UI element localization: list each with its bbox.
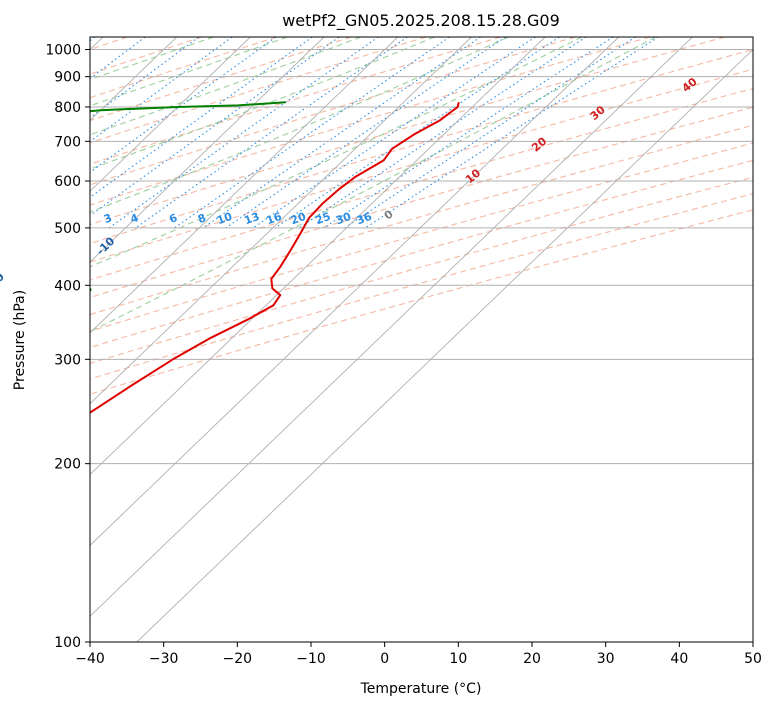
y-tick-label: 800 — [54, 100, 81, 116]
dry-adiabat-line — [90, 49, 753, 245]
y-axis-title: Pressure (hPa) — [12, 290, 28, 390]
y-tick-label: 100 — [54, 635, 81, 651]
dry-adiabat-line — [90, 124, 753, 316]
profile-lines — [90, 101, 460, 414]
isotherm-line — [90, 37, 693, 617]
y-tick-label: 700 — [54, 134, 81, 150]
plot-frame — [89, 36, 754, 643]
dry-adiabat-line — [90, 159, 753, 349]
x-tick-label: 10 — [449, 651, 467, 667]
y-tick-label: 400 — [54, 278, 81, 294]
x-tick-label: 40 — [670, 651, 688, 667]
plot-area — [90, 37, 753, 642]
x-axis-title: Temperature (°C) — [360, 681, 482, 697]
x-tick-label: 30 — [597, 651, 615, 667]
x-tick-label: −30 — [149, 651, 179, 667]
mixing-ratio-line — [274, 37, 560, 229]
mixing-ratio-line — [225, 37, 506, 229]
mixing-ratio-label: 30 — [334, 210, 353, 228]
isotherm-line — [90, 37, 325, 263]
background-line-labels: -100-90-80-70-60-50-40-30-20-10346810131… — [0, 75, 700, 293]
mixing-ratio-label: 10 — [215, 210, 234, 228]
dry-adiabat-line — [90, 68, 753, 263]
mixing-ratio-line — [90, 37, 313, 199]
mixing-ratio-line — [108, 37, 379, 229]
y-tick-label: 500 — [54, 221, 81, 237]
mixing-ratio-label: 16 — [265, 210, 284, 228]
mixing-ratio-label: 36 — [355, 210, 374, 228]
y-tick-label: 300 — [54, 352, 81, 368]
isotherm-line — [90, 37, 546, 476]
profile-series-line — [90, 101, 460, 414]
mixing-ratio-line — [90, 37, 200, 119]
dry-adiabat-line — [90, 37, 651, 206]
mixing-ratio-line — [90, 37, 340, 217]
dry-adiabat-line — [90, 142, 753, 332]
moist-adiabat-line — [90, 37, 362, 136]
mixing-ratio-line — [252, 37, 536, 229]
y-tick-label: 1000 — [45, 43, 81, 59]
mixing-ratio-line — [90, 37, 233, 143]
y-tick-label: 600 — [54, 174, 81, 190]
isotherm-line — [90, 37, 251, 192]
x-axis: −40 −30 −20 −10 0 10 20 30 40 50 — [75, 642, 762, 667]
mixing-ratio-label: 25 — [314, 210, 333, 227]
x-tick-label: 0 — [380, 651, 389, 667]
background-lines — [90, 37, 753, 642]
mixing-ratio-label: 8 — [196, 211, 208, 226]
isotherm-line — [90, 37, 399, 334]
isotherm-line — [90, 37, 472, 405]
mixing-ratio-label: 20 — [289, 210, 308, 228]
mixing-ratio-label: 3 — [102, 211, 114, 226]
dry-adiabat-line — [90, 37, 725, 226]
moist-adiabat-line — [90, 37, 435, 170]
isotherm-line — [136, 48, 753, 642]
x-tick-label: −10 — [296, 651, 326, 667]
mixing-ratio-label: 13 — [242, 210, 261, 227]
mixing-ratio-line — [202, 37, 481, 229]
x-tick-label: 20 — [523, 651, 541, 667]
mixing-ratio-label: 6 — [167, 211, 179, 226]
x-tick-label: 50 — [744, 651, 762, 667]
mixing-ratio-label: 4 — [129, 211, 141, 226]
dry-adiabat-line — [90, 37, 427, 144]
mixing-ratio-line — [90, 37, 96, 42]
dry-adiabat-line — [90, 176, 753, 365]
chart-title: wetPf2_GN05.2025.208.15.28.G09 — [282, 11, 560, 31]
isotherm-label: -20 — [0, 270, 7, 293]
isotherm-line — [90, 37, 620, 547]
moist-adiabat-line — [90, 37, 583, 268]
mixing-ratio-line — [299, 37, 587, 229]
mixing-ratio-line — [174, 37, 450, 229]
x-tick-label: −40 — [75, 651, 105, 667]
y-tick-label: 200 — [54, 457, 81, 473]
moist-adiabat-line — [90, 37, 656, 333]
x-tick-label: −20 — [223, 651, 253, 667]
y-tick-label: 900 — [54, 70, 81, 86]
moist-adiabat-line — [90, 37, 509, 213]
y-axis: 100 200 300 400 500 600 700 800 900 1000 — [45, 43, 90, 651]
